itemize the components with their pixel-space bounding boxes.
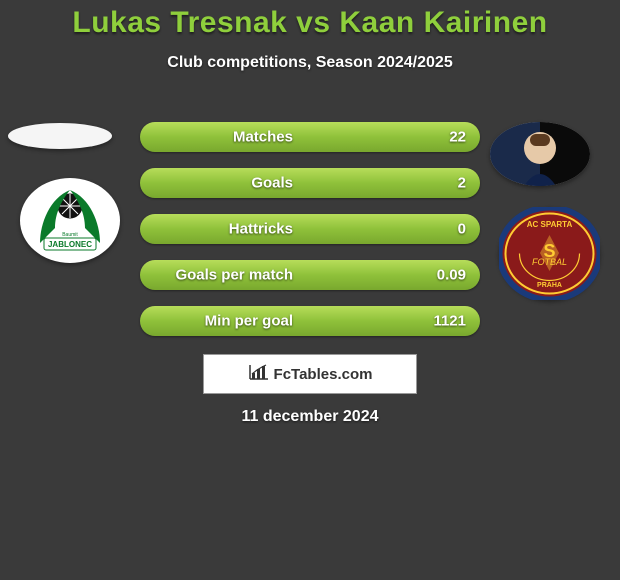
- snapshot-date: 11 december 2024: [0, 408, 620, 426]
- stat-value: 2: [458, 175, 466, 192]
- bar-chart-icon: [248, 363, 270, 386]
- player-avatar-left: [8, 123, 112, 149]
- stat-value: 1121: [433, 313, 466, 330]
- stat-value: 0: [458, 221, 466, 238]
- club-badge-left: JABLONEC Baumit: [20, 178, 120, 263]
- svg-text:AC SPARTA: AC SPARTA: [527, 220, 573, 229]
- brand-text: FcTables.com: [274, 366, 373, 383]
- stat-bar-goals: Goals 2: [140, 168, 480, 198]
- stat-bars: Matches 22 Goals 2 Hattricks 0 Goals per…: [140, 122, 480, 352]
- stat-value: 0.09: [437, 267, 466, 284]
- stat-bar-mpg: Min per goal 1121: [140, 306, 480, 336]
- stat-label: Hattricks: [229, 221, 293, 238]
- svg-text:PRAHA: PRAHA: [537, 282, 562, 289]
- brand-box: FcTables.com: [203, 354, 417, 394]
- club-badge-right: AC SPARTA PRAHA FOTBAL S: [499, 207, 600, 300]
- player-avatar-right: [490, 122, 590, 186]
- page-title: Lukas Tresnak vs Kaan Kairinen: [0, 0, 620, 40]
- svg-text:S: S: [543, 241, 555, 261]
- stat-value: 22: [449, 129, 466, 146]
- stat-bar-hattricks: Hattricks 0: [140, 214, 480, 244]
- stat-bar-gpm: Goals per match 0.09: [140, 260, 480, 290]
- svg-text:JABLONEC: JABLONEC: [48, 240, 92, 249]
- stat-label: Goals: [251, 175, 293, 192]
- svg-text:Baumit: Baumit: [62, 232, 78, 238]
- season-subtitle: Club competitions, Season 2024/2025: [0, 54, 620, 72]
- stat-label: Min per goal: [205, 313, 293, 330]
- stat-bar-matches: Matches 22: [140, 122, 480, 152]
- stat-label: Goals per match: [175, 267, 293, 284]
- stat-label: Matches: [233, 129, 293, 146]
